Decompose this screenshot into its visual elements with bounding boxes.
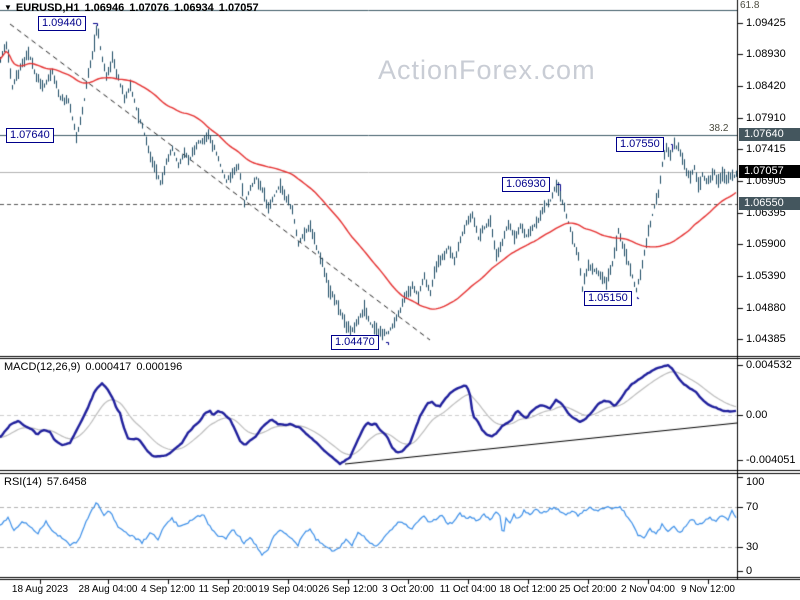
time-axis-label: 25 Oct 20:00	[559, 584, 617, 595]
price-highlight-1.07057: 1.07057	[739, 164, 800, 178]
rsi-axis-label: 100	[746, 476, 765, 488]
time-axis-label: 19 Sep 04:00	[258, 584, 318, 595]
quote-open: 1.06946	[84, 2, 125, 14]
chart-header: ▼ EURUSD,H1 1.06946 1.07076 1.06934 1.07057	[4, 2, 264, 14]
time-axis-label: 11 Sep 20:00	[198, 584, 258, 595]
macd-axis-label: 0.004532	[746, 359, 792, 372]
price-tick-label: 1.08930	[746, 48, 786, 61]
price-annotation-label: 1.04470	[331, 335, 379, 350]
price-annotation-label: 1.07640	[6, 128, 54, 143]
time-axis-label: 11 Oct 04:00	[439, 584, 497, 595]
rsi-axis-label: 70	[746, 501, 759, 513]
time-axis-label: 2 Nov 04:00	[621, 584, 675, 595]
macd-axis-label: 0.00	[746, 409, 768, 422]
quote-high: 1.07076	[129, 2, 170, 14]
price-tick-label: 1.08420	[746, 80, 786, 93]
macd-main-value: 0.000417	[85, 361, 132, 373]
rsi-name: RSI(14)	[4, 476, 42, 488]
rsi-indicator-label: RSI(14) 57.6458	[4, 476, 92, 488]
fib-level-label: 38.2	[709, 123, 729, 134]
price-annotation-label: 1.07550	[616, 137, 664, 152]
price-highlight-1.07640: 1.07640	[739, 128, 800, 142]
price-tick-label: 1.07415	[746, 143, 786, 156]
time-axis-label: 3 Oct 20:00	[382, 584, 434, 595]
rsi-value: 57.6458	[46, 476, 87, 488]
price-tick-label: 1.06395	[746, 207, 786, 220]
price-tick-label: 1.09425	[746, 17, 786, 30]
macd-name: MACD(12,26,9)	[4, 361, 81, 373]
price-tick-label: 1.07910	[746, 112, 786, 125]
price-tick-label: 1.05900	[746, 238, 786, 251]
symbol-dropdown-icon[interactable]: ▼	[4, 3, 12, 12]
macd-signal-value: 0.000196	[136, 361, 183, 373]
price-annotation-label: 1.09440	[38, 16, 86, 31]
time-axis-label: 26 Sep 12:00	[318, 584, 378, 595]
time-axis-label: 9 Nov 12:00	[681, 584, 735, 595]
price-tick-label: 1.04385	[746, 333, 786, 346]
time-axis-label: 4 Sep 12:00	[141, 584, 195, 595]
price-tick-label: 1.04880	[746, 302, 786, 315]
time-axis-label: 18 Oct 12:00	[499, 584, 557, 595]
quote-close: 1.07057	[218, 2, 259, 14]
price-tick-label: 1.05390	[746, 270, 786, 283]
price-tick-label: 1.06905	[746, 175, 786, 188]
rsi-axis-label: 0	[746, 565, 753, 577]
price-annotation-label: 1.06930	[502, 177, 550, 192]
price-highlight-1.06550: 1.06550	[739, 196, 800, 210]
time-axis-label: 18 Aug 2023	[11, 584, 69, 595]
rsi-axis-label: 30	[746, 541, 759, 553]
symbol-timeframe: EURUSD,H1	[15, 2, 80, 14]
quote-low: 1.06934	[174, 2, 214, 14]
price-annotation-label: 1.05150	[584, 291, 632, 306]
time-axis-label: 28 Aug 04:00	[78, 584, 138, 595]
macd-axis-label: -0.004051	[746, 454, 796, 467]
macd-indicator-label: MACD(12,26,9) 0.000417 0.000196	[4, 361, 187, 373]
fib-level-label: 61.8	[740, 0, 760, 11]
